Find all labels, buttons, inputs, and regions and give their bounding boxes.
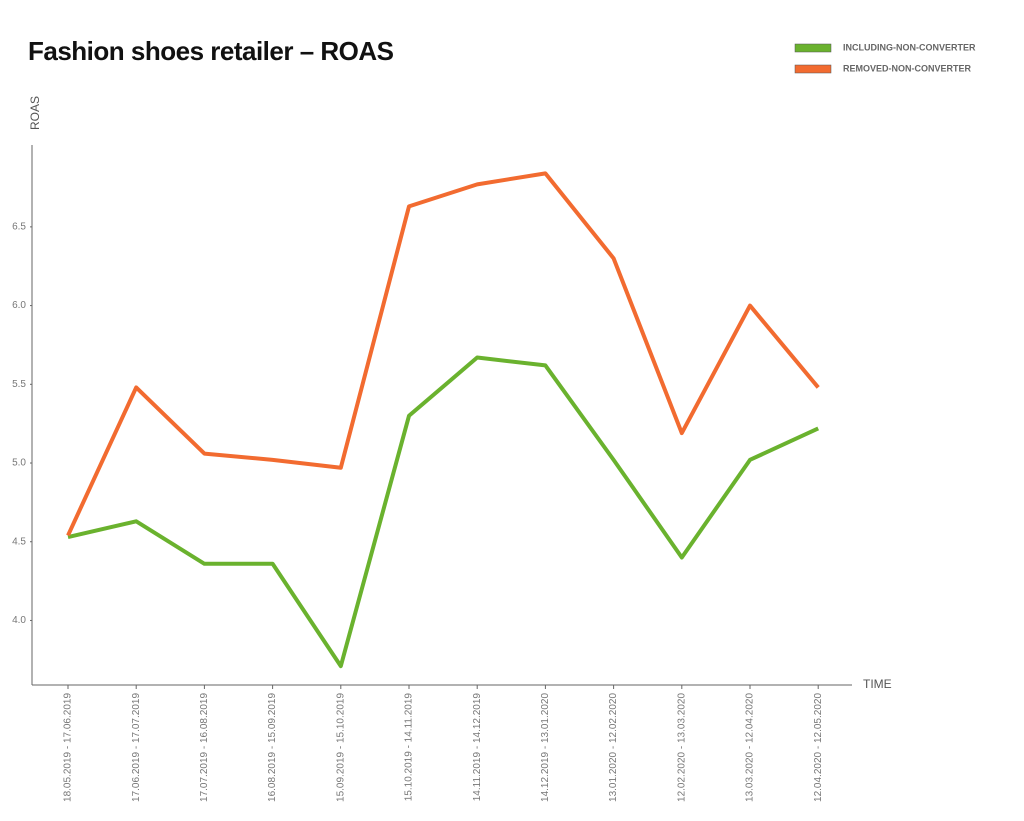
series-line — [67, 355, 820, 669]
x-tick-label: 13.03.2020 - 12.04.2020 — [745, 693, 756, 802]
x-tick-label: 12.04.2020 - 12.05.2020 — [813, 693, 824, 802]
x-tick-label: 16.08.2019 - 15.09.2019 — [267, 693, 278, 802]
x-axis-title: TIME — [863, 677, 892, 691]
y-tick-label: 6.5 — [12, 222, 26, 233]
x-tick-label: 15.10.2019 - 14.11.2019 — [404, 693, 415, 802]
y-tick-label: 5.0 — [12, 458, 26, 469]
y-tick-label: 4.5 — [12, 536, 26, 547]
x-tick-label: 14.12.2019 - 13.01.2020 — [540, 693, 551, 802]
x-tick-label: 14.11.2019 - 14.12.2019 — [472, 693, 483, 802]
chart-title: Fashion shoes retailer – ROAS — [28, 36, 394, 66]
y-tick-label: 5.5 — [12, 379, 26, 390]
x-tick-label: 15.09.2019 - 15.10.2019 — [335, 693, 346, 802]
legend-swatch — [794, 64, 832, 74]
legend-swatch — [794, 43, 832, 53]
y-tick-label: 6.0 — [12, 300, 26, 311]
y-tick-label: 4.0 — [12, 615, 26, 626]
x-tick-label: 17.06.2019 - 17.07.2019 — [131, 693, 142, 802]
series-line — [66, 171, 820, 537]
legend-label: REMOVED-NON-CONVERTER — [843, 63, 972, 73]
x-tick-label: 13.01.2020 - 12.02.2020 — [608, 693, 619, 802]
y-axis-title: ROAS — [28, 96, 42, 130]
x-tick-label: 17.07.2019 - 16.08.2019 — [199, 693, 210, 802]
legend-label: INCLUDING-NON-CONVERTER — [843, 42, 976, 52]
x-tick-label: 12.02.2020 - 13.03.2020 — [676, 693, 687, 802]
x-tick-label: 18.05.2019 - 17.06.2019 — [63, 693, 74, 802]
